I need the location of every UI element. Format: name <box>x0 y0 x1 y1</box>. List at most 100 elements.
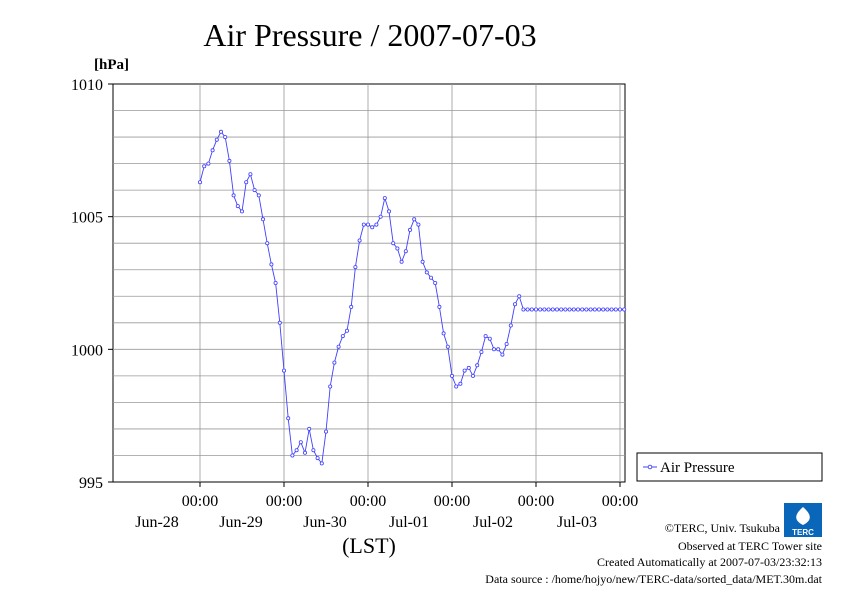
credit-source: Data source : /home/hojyo/new/TERC-data/… <box>485 572 822 586</box>
data-point <box>622 307 627 312</box>
x-tick-date: Jul-03 <box>557 514 597 531</box>
data-point <box>197 180 202 185</box>
data-point <box>231 193 236 198</box>
data-point <box>277 320 282 325</box>
data-point <box>323 429 328 434</box>
credit-created: Created Automatically at 2007-07-03/23:3… <box>597 555 822 569</box>
data-point <box>466 365 471 370</box>
plot-frame <box>112 83 626 483</box>
x-tick-time: 00:00 <box>518 493 554 510</box>
data-point <box>386 209 391 214</box>
data-point <box>298 440 303 445</box>
data-point <box>483 334 488 339</box>
x-tick-time: 00:00 <box>350 493 386 510</box>
data-point <box>458 381 463 386</box>
data-point <box>235 204 240 209</box>
x-tick-time: 00:00 <box>266 493 302 510</box>
data-point <box>378 214 383 219</box>
data-point <box>592 307 597 312</box>
data-point <box>214 137 219 142</box>
data-point <box>319 461 324 466</box>
data-point <box>508 323 513 328</box>
legend-label: Air Pressure <box>660 460 735 476</box>
data-point <box>361 222 366 227</box>
data-point <box>445 344 450 349</box>
data-point <box>496 347 501 352</box>
data-point <box>344 328 349 333</box>
y-tick-label: 1010 <box>71 77 103 94</box>
data-point <box>517 294 522 299</box>
data-point <box>273 280 278 285</box>
data-point <box>449 373 454 378</box>
terc-logo: TERC <box>784 503 822 537</box>
x-tick-date: Jun-30 <box>303 514 347 531</box>
data-point <box>571 307 576 312</box>
data-point <box>227 158 232 163</box>
terc-logo-text: TERC <box>792 528 814 537</box>
data-point <box>302 450 307 455</box>
legend-marker <box>647 464 653 470</box>
data-point <box>265 241 270 246</box>
data-point <box>470 373 475 378</box>
data-point <box>248 172 253 177</box>
y-tick-label: 1005 <box>71 210 103 227</box>
data-point <box>441 331 446 336</box>
data-point <box>576 307 581 312</box>
x-tick-labels: 00:00Jun-2800:00Jun-2900:00Jun-3000:00Ju… <box>135 482 638 531</box>
data-point <box>290 453 295 458</box>
data-point <box>542 307 547 312</box>
data-point <box>286 416 291 421</box>
data-point <box>395 246 400 251</box>
series-air-pressure <box>197 129 627 466</box>
data-point <box>218 129 223 134</box>
data-point <box>420 259 425 264</box>
data-point <box>550 307 555 312</box>
data-point <box>588 307 593 312</box>
data-point <box>315 456 320 461</box>
data-point <box>546 307 551 312</box>
data-point <box>244 180 249 185</box>
data-point <box>504 341 509 346</box>
data-point <box>336 344 341 349</box>
data-point <box>353 265 358 270</box>
x-tick-date: Jul-02 <box>473 514 513 531</box>
data-point <box>357 238 362 243</box>
x-tick-time: 00:00 <box>602 493 638 510</box>
data-point <box>307 426 312 431</box>
x-axis-label: (LST) <box>342 533 396 558</box>
data-point <box>462 368 467 373</box>
data-point <box>256 193 261 198</box>
data-point <box>534 307 539 312</box>
data-point <box>391 241 396 246</box>
y-tick-label: 995 <box>79 475 103 492</box>
data-point <box>487 336 492 341</box>
data-point <box>618 307 623 312</box>
data-point <box>311 448 316 453</box>
drop-icon <box>796 507 810 525</box>
data-point <box>567 307 572 312</box>
data-point <box>584 307 589 312</box>
data-point <box>210 148 215 153</box>
data-point <box>555 307 560 312</box>
x-tick-time: 00:00 <box>182 493 218 510</box>
data-point <box>412 217 417 222</box>
x-tick-date: Jun-28 <box>135 514 179 531</box>
data-point <box>260 217 265 222</box>
data-point <box>563 307 568 312</box>
data-point <box>601 307 606 312</box>
data-point <box>605 307 610 312</box>
data-point <box>403 249 408 254</box>
data-point <box>479 349 484 354</box>
data-point <box>365 222 370 227</box>
credit-copyright: ©TERC, Univ. Tsukuba <box>665 521 781 535</box>
data-point <box>349 304 354 309</box>
data-point <box>202 164 207 169</box>
data-point <box>294 448 299 453</box>
x-tick-date: Jun-29 <box>219 514 263 531</box>
data-point <box>475 363 480 368</box>
y-unit-label: [hPa] <box>94 57 129 73</box>
data-point <box>424 270 429 275</box>
y-tick-label: 1000 <box>71 342 103 359</box>
